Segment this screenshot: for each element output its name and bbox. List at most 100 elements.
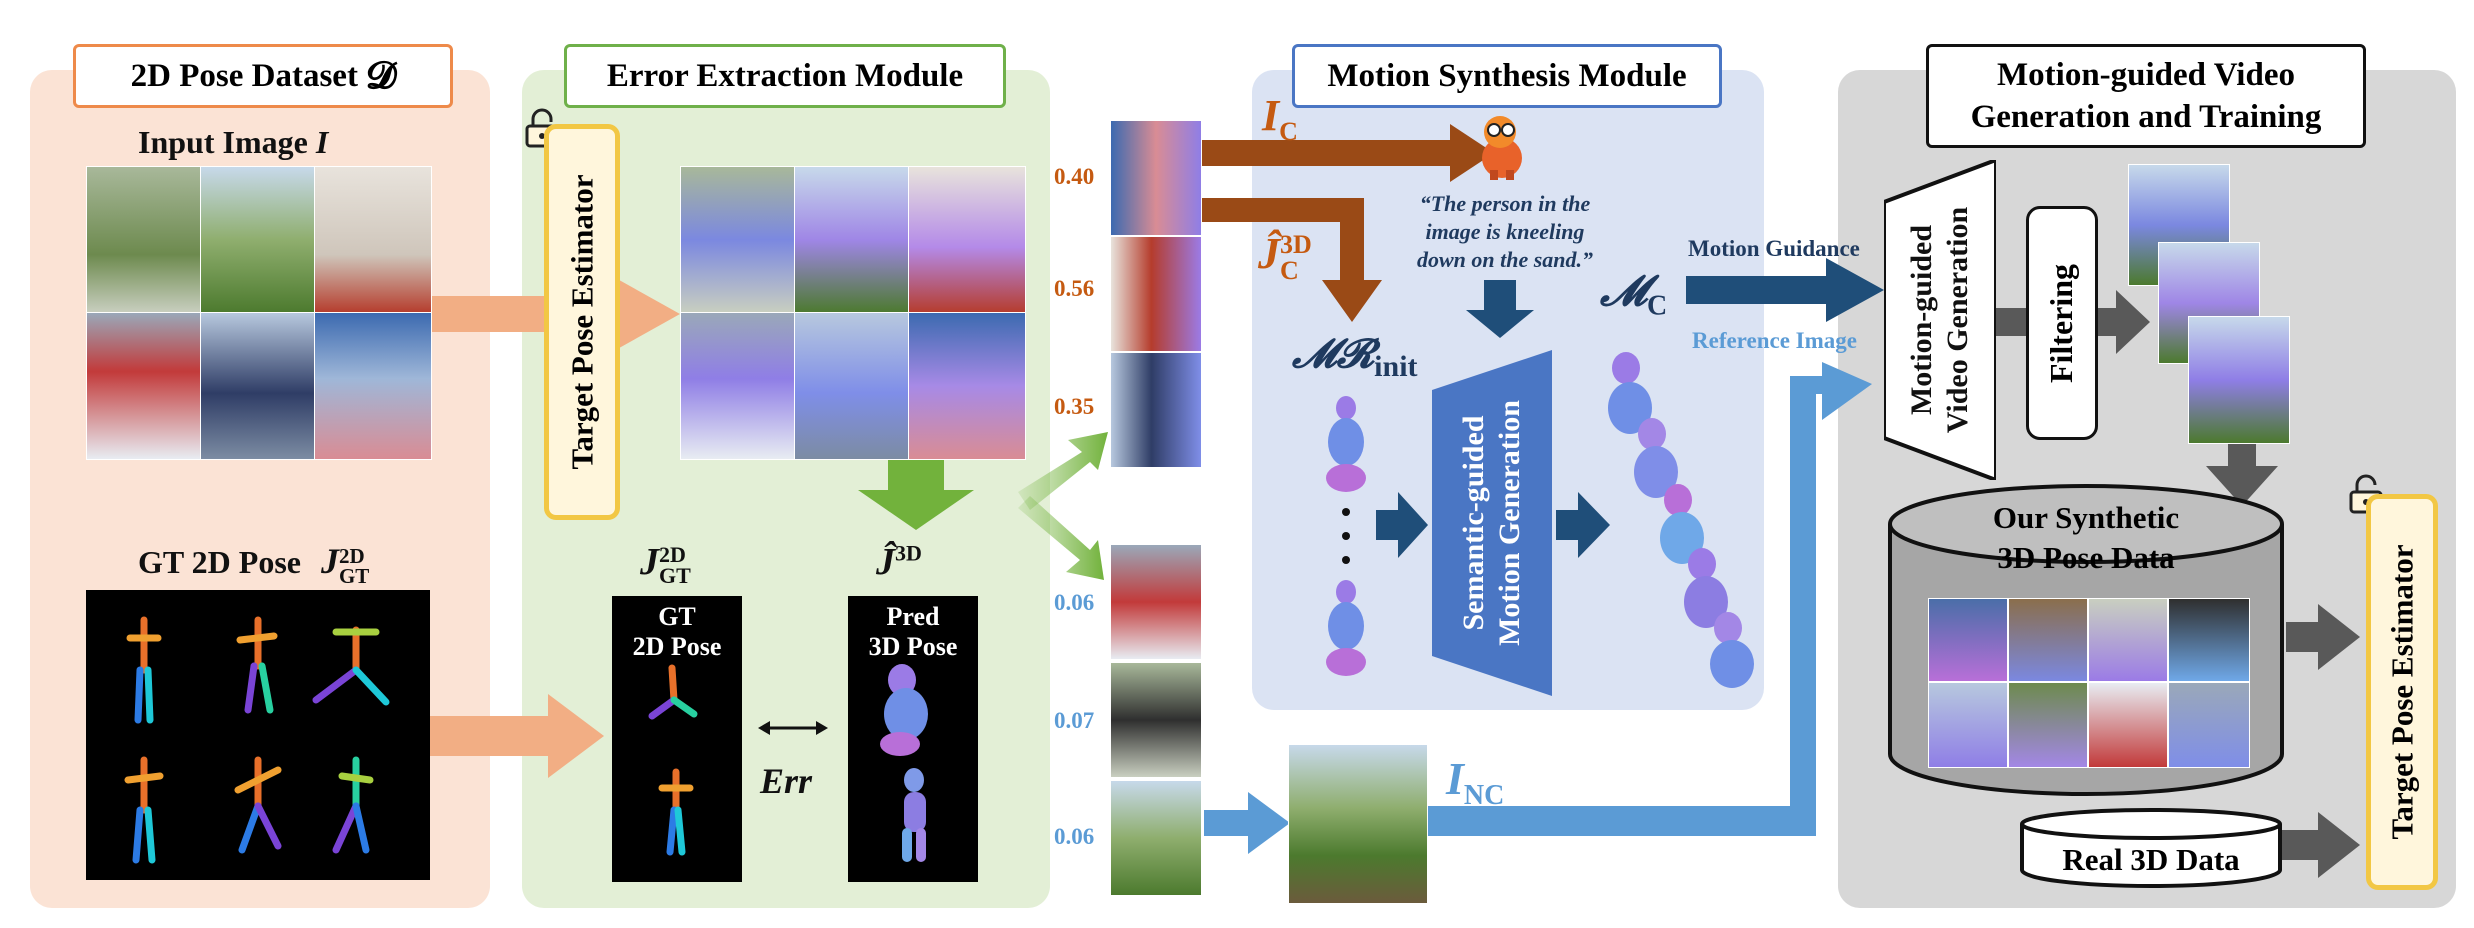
synthetic-to-estimator-arrow xyxy=(2286,604,2360,670)
non-challenging-reference-photo xyxy=(1288,744,1428,904)
pred-box-line2: 3D Pose xyxy=(868,632,958,661)
overlay-photo xyxy=(680,166,796,314)
real-data-cylinder: Real 3D Data xyxy=(2020,808,2282,890)
jc-letter: Ĵ xyxy=(1258,229,1280,278)
overlay-photo xyxy=(680,312,796,460)
challenging-score: 0.40 xyxy=(1054,164,1095,189)
input-photo xyxy=(86,166,202,314)
input-photo xyxy=(314,312,432,460)
error-down-arrow xyxy=(858,452,974,530)
ic-sub: C xyxy=(1279,116,1298,146)
overlay-photo xyxy=(908,166,1026,314)
input-image-label: Input Image I xyxy=(138,124,328,161)
motion-module-title: Motion Synthesis Module xyxy=(1292,44,1722,108)
video-module-title: Motion-guided Video Generation and Train… xyxy=(1926,44,2366,148)
gt-box-line2: 2D Pose xyxy=(632,632,722,661)
mr-to-generator-arrow xyxy=(1376,492,1428,558)
inc-symbol: INC xyxy=(1446,752,1504,812)
error-module-title-text: Error Extraction Module xyxy=(606,57,964,94)
motion-module-title-text: Motion Synthesis Module xyxy=(1327,57,1687,94)
filtering-label: Filtering xyxy=(2043,263,2080,383)
input-image-grid xyxy=(86,166,432,460)
mr-init-symbol: 𝓜𝓡init xyxy=(1292,330,1418,384)
gt-pose-sub: GT xyxy=(338,563,370,588)
video-title-line1: Motion-guided Video xyxy=(1997,57,2295,93)
mc-letter: 𝓜 xyxy=(1600,269,1648,315)
reference-image-label: Reference Image xyxy=(1692,328,1857,353)
target-pose-estimator-box: Target Pose Estimator xyxy=(544,124,620,520)
challenging-score: 0.35 xyxy=(1054,394,1095,419)
dataset-symbol: 𝓓 xyxy=(366,55,396,97)
caption-text: “The person in the image is kneeling dow… xyxy=(1380,190,1630,274)
ic-symbol: IC xyxy=(1262,90,1298,147)
pred-symbol-j: Ĵ xyxy=(876,541,895,583)
challenging-photo xyxy=(1110,236,1202,352)
semantic-motion-generator: Semantic-guided Motion Generation xyxy=(1432,350,1552,696)
synthetic-thumb xyxy=(2168,682,2250,768)
non-challenging-photo xyxy=(1110,662,1202,778)
input-photo xyxy=(314,166,432,314)
synthetic-label: Our Synthetic 3D Pose Data xyxy=(1888,498,2284,578)
pose-overlay-grid xyxy=(680,166,1026,460)
skeleton xyxy=(234,756,282,854)
pred-box-title: Pred 3D Pose xyxy=(848,602,978,662)
motion-frame xyxy=(1660,484,1704,564)
dataset-title-text: 2D Pose Dataset xyxy=(130,57,358,94)
ic-arrow xyxy=(1202,124,1494,182)
synthetic-thumbnail-grid xyxy=(1928,598,2250,768)
inc-arrow xyxy=(1204,792,1290,854)
skeleton xyxy=(236,616,278,714)
mr-letters: 𝓜𝓡 xyxy=(1292,331,1375,376)
error-module-title: Error Extraction Module xyxy=(564,44,1006,108)
video-title-line2: Generation and Training xyxy=(1970,99,2322,135)
dataset-title: 2D Pose Dataset 𝓓 xyxy=(73,44,453,108)
caption-line2: image is kneeling xyxy=(1425,219,1585,244)
mc-motion-sequence xyxy=(1586,338,1776,698)
gt-symbol-sub: GT xyxy=(659,563,691,589)
overlay-photo xyxy=(908,312,1026,460)
filtering-box: Filtering xyxy=(2026,206,2098,440)
synthetic-thumb xyxy=(2008,598,2088,682)
motion-guidance-arrow xyxy=(1686,258,1884,322)
synthetic-thumb xyxy=(2088,682,2168,768)
challenging-strip xyxy=(1110,120,1202,470)
skeleton xyxy=(332,756,374,854)
mc-sub: C xyxy=(1647,290,1668,322)
caption-line3: down on the sand.” xyxy=(1416,247,1594,272)
filter-to-output-arrow xyxy=(2094,290,2150,354)
generator-to-mc-arrow xyxy=(1556,492,1610,558)
jc-symbol: Ĵ 3D C xyxy=(1258,228,1312,284)
synthetic-thumb xyxy=(1928,598,2008,682)
input-image-text: Input Image xyxy=(138,124,308,160)
jc-arrow xyxy=(1202,198,1382,322)
pred-box-meshes xyxy=(880,664,928,862)
gt-pose-symbol: J xyxy=(320,541,339,581)
gt-2d-pose-box: GT 2D Pose xyxy=(612,596,742,882)
non-challenging-strip xyxy=(1110,544,1202,896)
overlay-photo xyxy=(794,312,910,460)
gt-box-title: GT 2D Pose xyxy=(612,602,742,662)
err-label: Err xyxy=(760,761,813,801)
synthetic-line1: Our Synthetic xyxy=(1992,500,2180,535)
mc-symbol: 𝓜C xyxy=(1600,268,1667,322)
skeleton xyxy=(124,756,164,864)
split-arrows xyxy=(1018,432,1108,580)
gt-box-skeletons xyxy=(648,664,698,856)
mr-init-sequence xyxy=(1316,388,1376,688)
pred-3d-symbol: Ĵ3D xyxy=(876,540,922,584)
generator-text: Semantic-guided Motion Generation xyxy=(1432,350,1552,696)
motion-frame xyxy=(1634,418,1678,498)
gen-to-filter-arrow xyxy=(1994,308,2026,336)
challenging-photo xyxy=(1110,120,1202,236)
estimator-label: Target Pose Estimator xyxy=(564,174,600,470)
llm-mascot-icon xyxy=(1470,110,1530,182)
gt-2d-symbol: J 2D GT xyxy=(640,540,691,589)
mr-init-sub: init xyxy=(1374,350,1418,383)
non-challenging-photo xyxy=(1110,780,1202,896)
challenging-photo xyxy=(1110,352,1202,468)
skeleton xyxy=(126,616,162,724)
non-challenging-score: 0.06 xyxy=(1054,590,1095,615)
video-generator-text: Motion-guided Video Generation xyxy=(1884,160,1996,480)
generated-frames xyxy=(2128,164,2290,444)
inc-letter: I xyxy=(1446,753,1464,804)
